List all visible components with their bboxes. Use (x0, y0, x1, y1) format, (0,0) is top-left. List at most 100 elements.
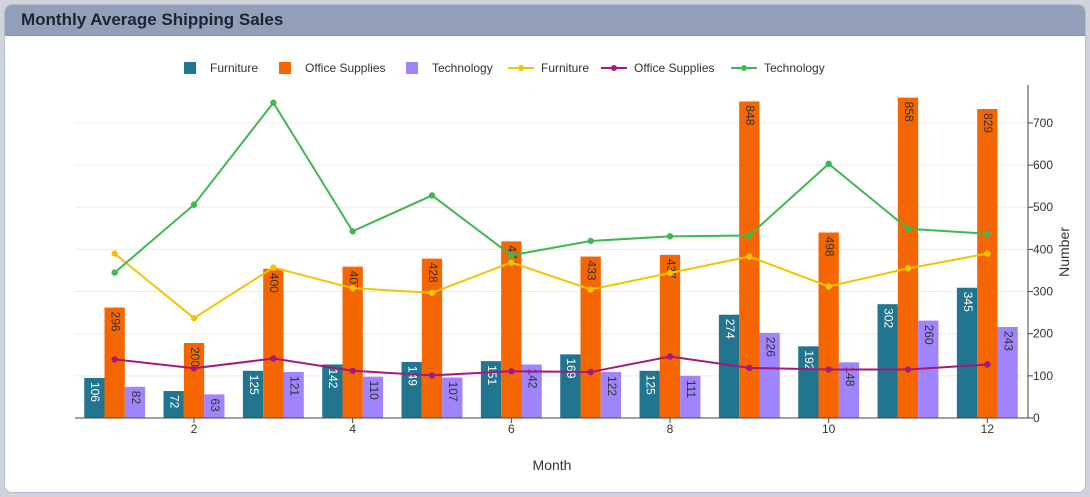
legend-label-bar-technology: Technology (432, 61, 493, 75)
point-office-supplies-11 (904, 366, 912, 373)
legend-swatch-marker (518, 65, 524, 71)
point-furniture-6 (508, 259, 515, 266)
bar-data-label: 848 (743, 105, 757, 125)
legend-swatch-bar-office-supplies (279, 62, 291, 74)
point-furniture-7 (587, 286, 594, 293)
line-furniture (114, 252, 988, 320)
bar-technology-3 (283, 372, 304, 418)
point-technology-2 (190, 201, 198, 208)
bar-furniture-9 (718, 314, 740, 418)
point-furniture-1 (111, 250, 118, 257)
bar-data-label: 142 (326, 368, 340, 388)
point-technology-1 (111, 269, 118, 276)
bar-furniture-11 (877, 304, 898, 418)
bar-office-supplies-8 (659, 254, 681, 418)
bar-furniture-7 (560, 354, 581, 418)
bar-data-label: 400 (267, 273, 281, 293)
bar-data-label: 302 (882, 308, 896, 328)
point-office-supplies-3 (270, 355, 277, 362)
bar-data-label: 125 (644, 375, 658, 395)
bar-technology-7 (600, 372, 622, 418)
bar-technology-10 (838, 362, 860, 418)
legend-label-bar-furniture: Furniture (210, 61, 258, 75)
point-office-supplies-6 (508, 368, 515, 375)
bar-furniture-4 (322, 364, 343, 418)
bar-data-label: 296 (108, 312, 122, 332)
point-office-supplies-2 (190, 365, 198, 372)
bar-data-label: 858 (902, 102, 916, 122)
bar-office-supplies-5 (421, 258, 443, 418)
point-office-supplies-8 (666, 353, 674, 360)
bar-technology-8 (680, 375, 701, 418)
point-furniture-8 (666, 269, 674, 277)
bar-data-label: 829 (981, 113, 995, 133)
bar-data-label: 433 (584, 261, 598, 281)
bar-furniture-2 (163, 391, 184, 418)
bar-data-label: 200 (188, 347, 202, 367)
legend-swatch-bar-furniture (184, 62, 196, 74)
bar-data-label: 169 (564, 358, 578, 378)
point-technology-6 (508, 252, 515, 259)
bar-technology-11 (918, 320, 939, 418)
legend-swatch-marker (741, 65, 747, 71)
legend-label-line-office-supplies: Office Supplies (634, 61, 715, 75)
legend-label-line-furniture: Furniture (541, 61, 589, 75)
y-tick-label: 0 (1033, 411, 1040, 425)
bar-technology-12 (997, 326, 1018, 418)
bar-data-label: 107 (446, 382, 460, 402)
point-office-supplies-7 (587, 368, 594, 376)
point-technology-10 (825, 160, 832, 168)
bar-data-label: 498 (822, 237, 836, 257)
bar-data-label: 192 (802, 350, 816, 370)
point-technology-11 (904, 225, 912, 232)
y-tick-label: 500 (1033, 200, 1053, 214)
point-technology-3 (270, 99, 277, 106)
bar-furniture-1 (84, 377, 105, 418)
legend-swatch-bar-technology (406, 62, 418, 74)
y-tick-label: 300 (1033, 285, 1053, 299)
bar-data-label: 111 (684, 380, 698, 399)
bar-office-supplies-11 (897, 97, 919, 418)
bar-data-label: 226 (763, 337, 777, 357)
bar-data-label: 243 (1001, 331, 1015, 351)
bar-technology-4 (362, 376, 384, 418)
bar-data-label: 110 (367, 381, 381, 400)
point-furniture-4 (349, 284, 356, 292)
bar-data-label: 407 (346, 271, 360, 291)
legend-label-line-technology: Technology (764, 61, 825, 75)
bar-data-label: 437 (664, 259, 678, 279)
point-technology-9 (746, 232, 753, 239)
bar-furniture-5 (401, 361, 422, 418)
x-tick-label: 12 (981, 422, 995, 436)
line-technology (114, 100, 988, 274)
bar-data-label: 260 (922, 325, 936, 345)
bar-technology-9 (759, 332, 780, 418)
legend-label-bar-office-supplies: Office Supplies (305, 61, 386, 75)
bar-office-supplies-7 (580, 256, 601, 418)
bar-data-label: 274 (723, 319, 737, 339)
bar-furniture-3 (242, 370, 264, 418)
bar-furniture-8 (639, 370, 660, 418)
point-office-supplies-10 (825, 366, 832, 373)
card-title: Monthly Average Shipping Sales (21, 10, 284, 29)
line-office-supplies (114, 355, 988, 377)
bar-technology-1 (124, 386, 146, 418)
point-technology-5 (428, 192, 436, 199)
point-furniture-9 (746, 253, 753, 260)
bar-furniture-10 (798, 346, 819, 418)
point-office-supplies-1 (111, 356, 118, 363)
bar-data-label: 122 (605, 376, 619, 396)
legend-swatch-marker (611, 65, 617, 71)
card-header: Monthly Average Shipping Sales (5, 5, 1085, 36)
point-office-supplies-9 (746, 364, 753, 372)
point-furniture-5 (428, 289, 436, 297)
point-technology-12 (984, 230, 991, 237)
bar-office-supplies-1 (104, 307, 125, 418)
bar-furniture-6 (480, 361, 502, 418)
bar-data-label: 345 (961, 292, 975, 312)
bar-data-label: 149 (406, 366, 420, 386)
bar-technology-5 (442, 377, 463, 418)
bar-data-label: 428 (426, 263, 440, 283)
x-axis-title: Month (533, 457, 572, 473)
